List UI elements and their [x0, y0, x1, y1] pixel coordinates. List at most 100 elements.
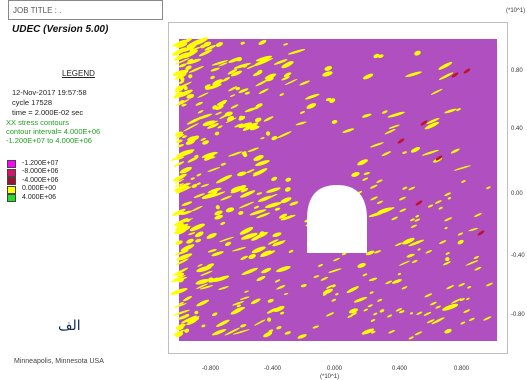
tension-streak: [284, 187, 291, 192]
tension-streak: [258, 88, 269, 95]
tension-streak: [230, 104, 239, 109]
tension-streak: [397, 272, 402, 276]
tension-streak: [214, 214, 224, 220]
tension-streak: [210, 67, 220, 72]
tension-streak: [240, 41, 245, 45]
tension-streak: [172, 39, 186, 47]
tension-streak: [173, 309, 190, 316]
tension-streak: [202, 140, 209, 145]
tension-streak: [459, 298, 465, 302]
tension-streak: [271, 135, 278, 141]
tension-streak: [283, 72, 292, 77]
tension-streak: [244, 290, 249, 293]
tension-streak: [289, 201, 299, 206]
tension-streak: [252, 169, 265, 174]
tension-streak: [176, 89, 193, 98]
tension-streak: [227, 68, 238, 75]
tension-streak: [178, 182, 191, 188]
tension-streak: [194, 310, 199, 315]
tension-streak: [368, 211, 384, 218]
tension-streak: [200, 183, 210, 188]
tension-streak: [379, 309, 385, 313]
tension-streak: [232, 329, 250, 335]
tension-streak: [388, 207, 395, 211]
tension-streak: [281, 61, 294, 69]
tension-streak: [474, 212, 482, 217]
tension-streak: [353, 296, 368, 303]
tension-streak: [258, 195, 272, 203]
tension-streak: [214, 210, 223, 216]
tension-streak: [174, 223, 189, 231]
legend-contour-range: -1.200E+07 to 4.000E+06: [6, 136, 92, 145]
tension-streak: [442, 261, 451, 266]
tension-streak: [197, 92, 209, 98]
tension-streak: [264, 73, 277, 80]
tension-streak: [186, 58, 201, 65]
tension-streak: [430, 301, 437, 306]
tension-streak: [283, 292, 289, 295]
tension-streak: [463, 309, 471, 313]
tension-streak: [361, 328, 375, 335]
compression-mark: [397, 138, 405, 144]
tension-streak: [239, 115, 244, 120]
tension-streak: [178, 314, 189, 320]
tension-streak: [342, 128, 355, 133]
tension-streak: [385, 280, 393, 285]
tension-streak: [468, 227, 479, 232]
tension-streak: [248, 253, 256, 260]
x-tick-label: -0.800: [202, 366, 220, 372]
tension-streak: [322, 71, 333, 77]
tension-streak: [175, 332, 184, 338]
tension-streak: [228, 86, 238, 92]
tension-streak: [196, 113, 213, 120]
tension-streak: [328, 268, 342, 273]
tension-streak: [450, 148, 460, 154]
tension-streak: [244, 107, 257, 113]
tension-streak: [174, 250, 189, 256]
tension-streak: [224, 327, 241, 336]
tension-streak: [170, 287, 188, 295]
tension-streak: [235, 87, 241, 91]
tension-streak: [240, 323, 247, 328]
tension-streak: [175, 258, 189, 266]
tension-streak: [190, 135, 200, 142]
tension-streak: [312, 325, 320, 329]
x-tick-label: 0.400: [392, 366, 408, 372]
tension-streak: [430, 88, 443, 95]
tension-streak: [186, 238, 194, 244]
tension-streak: [401, 286, 408, 290]
tension-streak: [288, 249, 294, 253]
tension-streak: [405, 71, 423, 78]
tension-streak: [249, 209, 267, 216]
tension-streak: [408, 239, 425, 247]
tension-streak: [376, 179, 383, 183]
tension-streak: [176, 54, 185, 59]
tension-streak: [170, 153, 188, 161]
compression-mark: [435, 155, 443, 161]
tension-streak: [222, 77, 231, 82]
legend-panel: LEGEND 12-Nov-2017 19:57:58 cycle 17528 …: [0, 50, 165, 380]
tension-streak: [231, 247, 247, 252]
tension-streak: [178, 63, 187, 68]
tension-streak: [237, 171, 247, 177]
tension-streak: [174, 86, 184, 92]
tension-streak: [362, 73, 374, 80]
tension-streak: [255, 160, 270, 167]
tension-streak: [193, 193, 205, 198]
tension-streak: [274, 279, 281, 283]
tension-streak: [453, 165, 471, 171]
legend-entry-label: 0.000E+00: [22, 185, 57, 192]
y-tick-label: 0.40: [511, 126, 523, 132]
tension-streak: [387, 111, 405, 118]
tension-streak: [176, 42, 188, 48]
y-tick-label: 0.00: [511, 191, 523, 197]
tension-streak: [240, 255, 248, 260]
tension-streak: [193, 37, 209, 46]
tension-streak: [276, 326, 282, 330]
tension-streak: [215, 205, 220, 210]
tension-streak: [173, 217, 188, 226]
y-tick-label: -0.40: [511, 253, 525, 259]
tension-streak: [172, 275, 186, 281]
tension-streak: [204, 45, 216, 51]
tension-streak: [201, 151, 218, 158]
